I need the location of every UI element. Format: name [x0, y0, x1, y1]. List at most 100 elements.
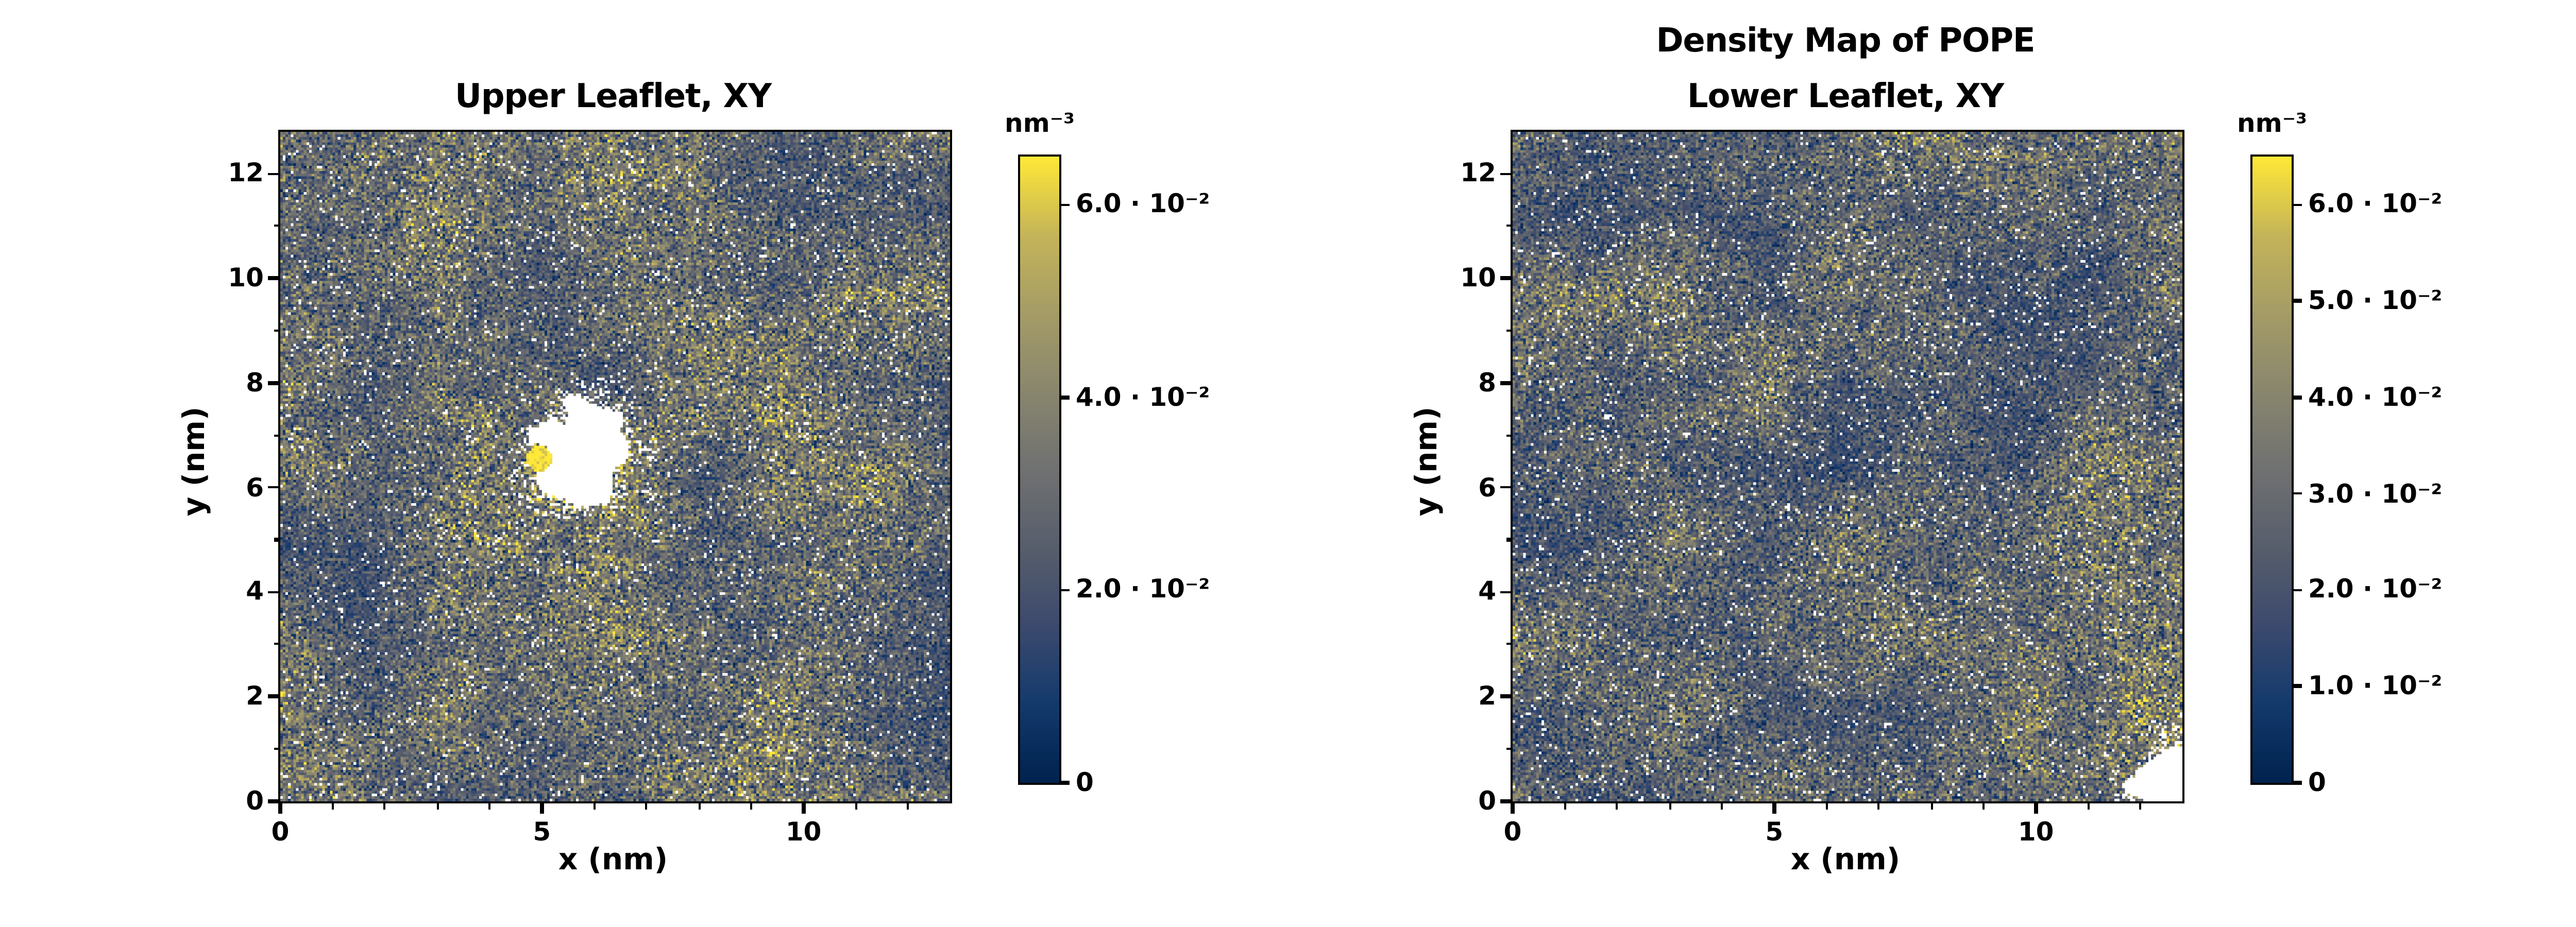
- y-tick-label: 4: [246, 575, 264, 607]
- colorbar-tick-mark: [2292, 299, 2302, 303]
- y-tick-mark: [1500, 381, 1513, 385]
- x-tick-label: 5: [533, 816, 551, 847]
- x-tick-mark: [278, 801, 282, 814]
- colorbar-tick-label: 0: [2308, 766, 2326, 797]
- y-minor-tick-mark: [273, 538, 280, 541]
- y-tick-mark: [268, 277, 280, 280]
- y-tick-label: 12: [1460, 157, 1496, 188]
- y-minor-tick-mark: [1505, 225, 1513, 228]
- x-minor-tick-mark: [331, 801, 334, 809]
- x-minor-tick-mark: [1877, 801, 1880, 809]
- colorbar-tick-label: 4.0 · 10⁻²: [1076, 381, 1210, 412]
- colorbar-tick-label: 1.0 · 10⁻²: [2308, 670, 2443, 701]
- y-minor-tick-mark: [1505, 748, 1513, 750]
- y-tick-label: 6: [246, 471, 264, 502]
- panel-title: Upper Leaflet, XY: [455, 76, 772, 115]
- colorbar-tick-mark: [1059, 396, 1070, 399]
- x-minor-tick-mark: [2139, 801, 2142, 809]
- colorbar: nm⁻³ 0 1.0 · 10⁻² 2.0 · 10⁻² 3.0 · 10⁻² 4.0 …: [2237, 107, 2442, 797]
- x-minor-tick-mark: [854, 801, 857, 809]
- y-tick-label: 10: [1460, 262, 1496, 293]
- x-tick-label: 10: [785, 816, 822, 847]
- colorbar-tick-label: 5.0 · 10⁻²: [2308, 284, 2443, 316]
- figure-suptitle: Density Map of POPE: [1656, 21, 2036, 60]
- x-minor-tick-mark: [383, 801, 386, 809]
- y-minor-tick-mark: [273, 748, 280, 750]
- colorbar-tick-mark: [2292, 396, 2302, 399]
- plot-area: 0 5 10 0 2 4 6 8 10 12: [228, 130, 952, 847]
- x-minor-tick-mark: [750, 801, 753, 809]
- x-tick-label: 0: [1503, 816, 1522, 847]
- y-tick-mark: [268, 381, 280, 385]
- y-tick-mark: [1500, 277, 1513, 280]
- y-tick-mark: [1500, 486, 1513, 489]
- x-minor-tick-mark: [1930, 801, 1933, 809]
- plot-area: 0 5 10 0 2 4 6 8 10 12: [1460, 130, 2184, 847]
- y-tick-label: 10: [228, 262, 264, 293]
- y-tick-label: 4: [1478, 575, 1496, 607]
- colorbar-tick-label: 6.0 · 10⁻²: [1076, 188, 1210, 219]
- colorbar-tick-label: 0: [1076, 766, 1094, 797]
- y-tick-mark: [268, 486, 280, 489]
- x-minor-tick-mark: [488, 801, 491, 809]
- x-tick-mark: [2034, 801, 2038, 814]
- y-tick-label: 0: [1478, 785, 1496, 816]
- y-tick-label: 6: [1478, 471, 1496, 502]
- x-axis-label: x (nm): [558, 845, 668, 878]
- x-minor-tick-mark: [1668, 801, 1671, 809]
- colorbar-tick-mark: [1059, 203, 1070, 207]
- x-minor-tick-mark: [1720, 801, 1723, 809]
- x-minor-tick-mark: [1564, 801, 1566, 809]
- colorbar-tick-mark: [1059, 781, 1070, 785]
- y-tick-mark: [1500, 172, 1513, 176]
- x-tick-mark: [1511, 801, 1515, 814]
- y-tick-label: 8: [1478, 366, 1496, 398]
- colorbar-tick-mark: [2292, 492, 2302, 495]
- x-tick-label: 0: [271, 816, 290, 847]
- density-heatmap-canvas: [1513, 132, 2182, 801]
- panel-title: Lower Leaflet, XY: [1687, 76, 2004, 115]
- x-axis-label: x (nm): [1790, 845, 1901, 878]
- x-tick-label: 5: [1765, 816, 1784, 847]
- x-minor-tick-mark: [698, 801, 700, 809]
- colorbar-unit-label: nm⁻³: [2237, 107, 2307, 138]
- colorbar-unit-label: nm⁻³: [1005, 107, 1075, 138]
- colorbar-tick-mark: [2292, 781, 2302, 785]
- y-tick-mark: [1500, 799, 1513, 803]
- colorbar-tick-label: 4.0 · 10⁻²: [2308, 381, 2443, 412]
- x-minor-tick-mark: [1982, 801, 1985, 809]
- y-minor-tick-mark: [1505, 434, 1513, 437]
- y-minor-tick-mark: [273, 434, 280, 437]
- y-minor-tick-mark: [273, 643, 280, 646]
- y-minor-tick-mark: [273, 329, 280, 332]
- y-minor-tick-mark: [1505, 538, 1513, 541]
- y-axis-label: y (nm): [1412, 406, 1445, 517]
- x-tick-mark: [1772, 801, 1776, 814]
- y-minor-tick-mark: [1505, 329, 1513, 332]
- y-tick-mark: [268, 172, 280, 176]
- x-tick-mark: [540, 801, 544, 814]
- colorbar-tick-label: 3.0 · 10⁻²: [2308, 477, 2443, 508]
- y-tick-mark: [1500, 590, 1513, 594]
- colorbar-tick-mark: [1059, 588, 1070, 592]
- x-minor-tick-mark: [1825, 801, 1828, 809]
- y-tick-mark: [268, 695, 280, 698]
- x-minor-tick-mark: [592, 801, 596, 809]
- colorbar-tick-label: 2.0 · 10⁻²: [2308, 573, 2443, 605]
- colorbar: nm⁻³ 0 2.0 · 10⁻² 4.0 · 10⁻² 6.0 · 10⁻²: [1005, 107, 1210, 797]
- y-tick-mark: [268, 590, 280, 594]
- y-tick-label: 12: [228, 157, 264, 188]
- density-heatmap-canvas: [280, 132, 950, 801]
- y-axis-label: y (nm): [179, 406, 212, 517]
- x-minor-tick-mark: [436, 801, 438, 809]
- y-minor-tick-mark: [273, 225, 280, 228]
- y-tick-mark: [1500, 695, 1513, 698]
- x-minor-tick-mark: [1616, 801, 1619, 809]
- x-minor-tick-mark: [2087, 801, 2090, 809]
- y-tick-label: 2: [1478, 680, 1496, 711]
- y-tick-label: 0: [246, 785, 264, 816]
- y-tick-label: 2: [246, 680, 264, 711]
- colorbar-tick-label: 6.0 · 10⁻²: [2308, 188, 2443, 219]
- colorbar-tick-mark: [2292, 684, 2302, 689]
